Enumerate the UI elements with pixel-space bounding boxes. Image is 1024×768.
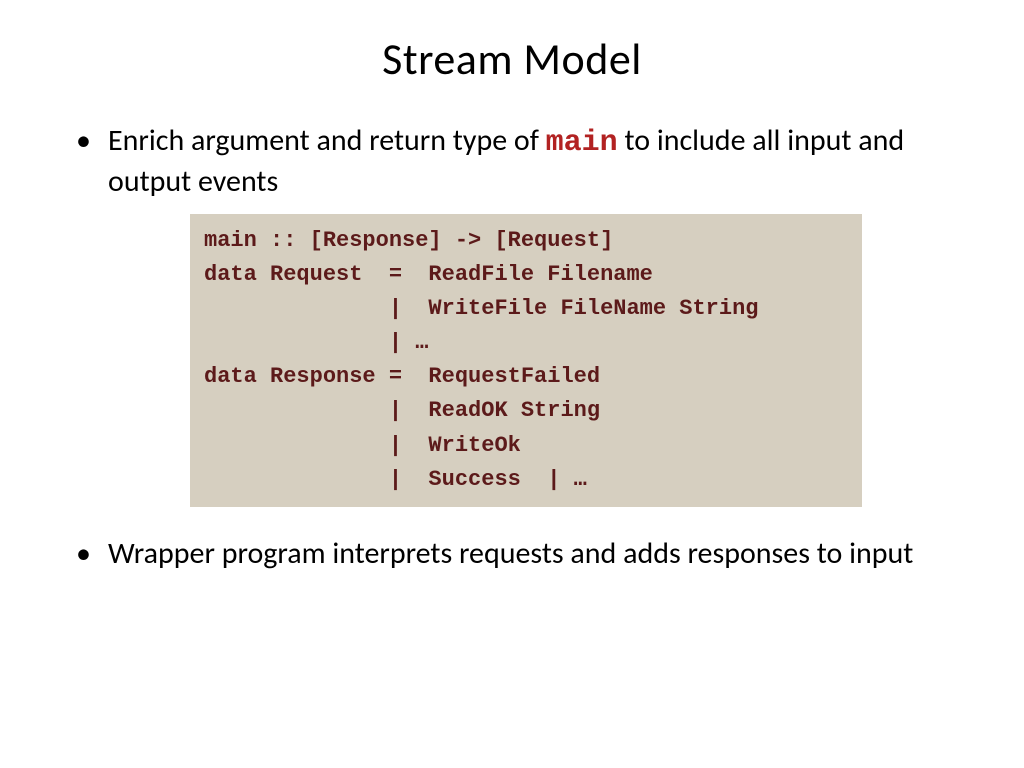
code-line-5: | ReadOK String <box>204 398 600 423</box>
bullet1-keyword: main <box>546 126 618 160</box>
bullet1-part1: Enrich argument and return type of <box>108 122 546 159</box>
bullet-item-1: Enrich argument and return type of main … <box>72 122 952 200</box>
code-line-6: | WriteOk <box>204 433 521 458</box>
code-line-1: data Request = ReadFile Filename <box>204 262 653 287</box>
code-line-0: main :: [Response] -> [Request] <box>204 228 613 253</box>
code-line-4: data Response = RequestFailed <box>204 364 600 389</box>
code-content: main :: [Response] -> [Request] data Req… <box>204 224 848 497</box>
bullet-list-2: Wrapper program interprets requests and … <box>72 535 952 573</box>
code-line-3: | … <box>204 330 428 355</box>
slide-title: Stream Model <box>72 32 952 86</box>
code-block: main :: [Response] -> [Request] data Req… <box>190 214 862 507</box>
bullet-item-2: Wrapper program interprets requests and … <box>72 535 952 573</box>
code-line-2: | WriteFile FileName String <box>204 296 759 321</box>
code-line-7: | Success | … <box>204 467 587 492</box>
bullet-list: Enrich argument and return type of main … <box>72 122 952 200</box>
slide: Stream Model Enrich argument and return … <box>0 0 1024 768</box>
